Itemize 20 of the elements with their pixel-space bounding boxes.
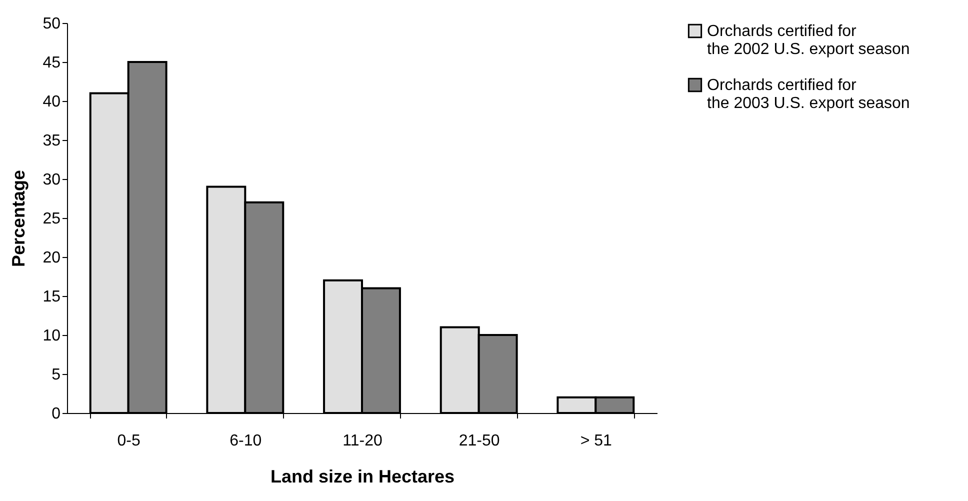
x-tick-label: 11-20	[342, 432, 382, 450]
y-tick-label: 20	[42, 250, 61, 266]
y-axis-title: Percentage	[8, 170, 29, 268]
x-tick-label: 21-50	[458, 432, 500, 450]
y-tick-label: 5	[52, 366, 61, 384]
y-tick-label: 40	[42, 94, 61, 110]
legend-label: Orchards certified for the 2002 U.S. export season	[707, 23, 910, 58]
y-tick-label: 30	[42, 172, 61, 188]
x-tick-label: 0-5	[117, 432, 140, 450]
x-axis-title: Land size in Hectares	[270, 466, 455, 486]
y-tick-label: 15	[42, 288, 61, 306]
y-tick-label: 50	[42, 16, 61, 32]
y-tick-label: 0	[52, 406, 61, 422]
y-tick-label: 25	[42, 210, 61, 228]
y-tick-label: 35	[42, 132, 61, 150]
y-tick-label: 10	[42, 328, 61, 344]
x-tick-label: 6-10	[230, 432, 262, 450]
legend-label: Orchards certified for the 2003 U.S. export season	[707, 77, 910, 112]
x-tick-label: > 51	[580, 432, 612, 450]
y-tick-label: 45	[42, 54, 61, 72]
